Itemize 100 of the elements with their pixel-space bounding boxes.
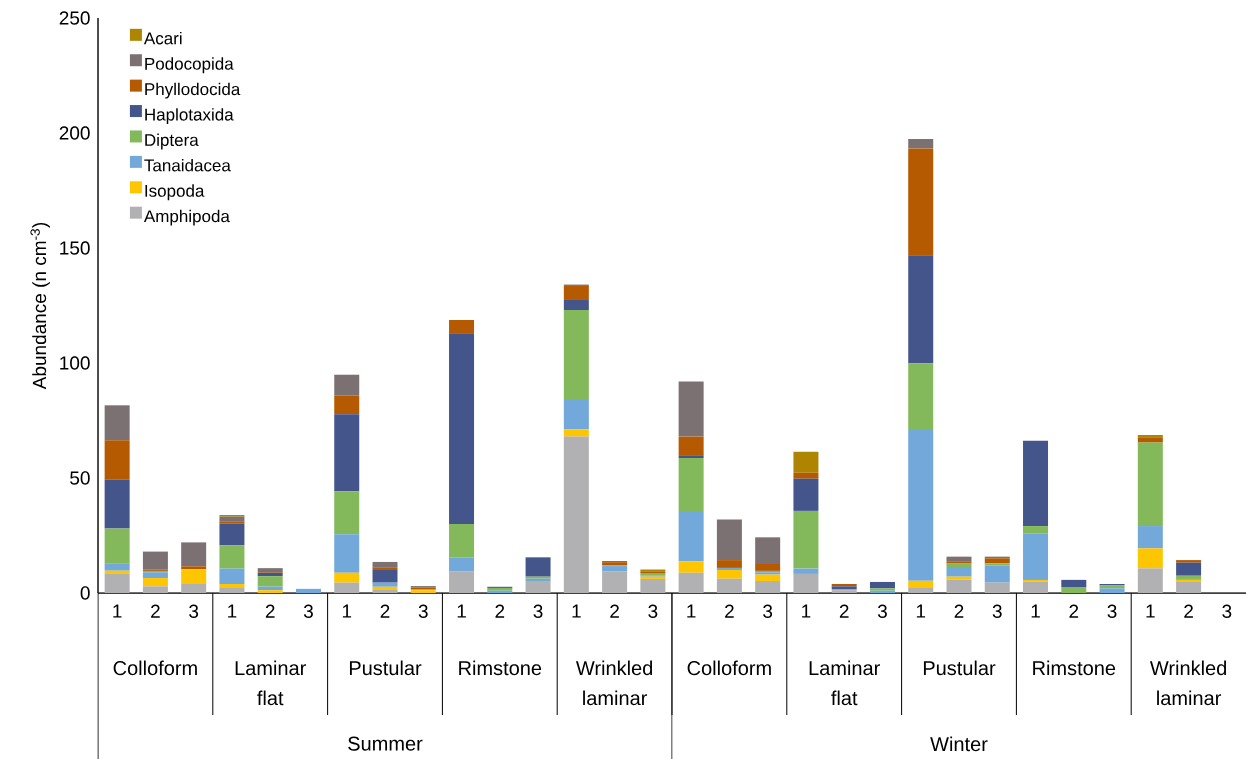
bar: [104, 570, 130, 574]
bar: [908, 587, 934, 593]
text: Pustular: [923, 660, 996, 676]
bar: [678, 572, 704, 593]
bar: [1061, 579, 1087, 588]
y-tick-label: 250: [59, 11, 90, 25]
x-tick-label: 2: [495, 604, 505, 618]
bar: [257, 568, 283, 573]
bar: [563, 299, 589, 311]
bar: [449, 319, 475, 334]
bar: [1023, 526, 1049, 534]
text: Wrinkled laminar: [1149, 660, 1227, 706]
bar: [104, 563, 130, 571]
bar: [1137, 568, 1163, 593]
bar: [257, 590, 283, 593]
y-tick-label: 0: [80, 586, 90, 600]
bar: [602, 571, 628, 593]
bar: [946, 579, 972, 593]
text: Laminar flat: [809, 660, 880, 706]
bar: [334, 582, 360, 593]
text: Wrinkled laminar: [575, 660, 653, 706]
bar: [793, 478, 819, 511]
y-tick-label: 150: [60, 241, 90, 255]
bar: [334, 534, 360, 573]
x-tick-label: 1: [1146, 604, 1155, 618]
x-tick-label: 2: [151, 604, 160, 618]
bar: [334, 491, 360, 535]
bar: [984, 563, 1010, 566]
bar: [142, 586, 168, 593]
bar: [716, 569, 742, 579]
bar: [563, 310, 589, 401]
bar: [372, 590, 398, 593]
y-tick-label: 50: [70, 471, 90, 485]
bar: [1023, 581, 1049, 593]
bar: [946, 576, 972, 580]
bar: [181, 584, 207, 593]
bar: [678, 510, 704, 562]
bar: [793, 510, 819, 569]
bar: [372, 569, 398, 583]
x-tick-label: 2: [1184, 604, 1193, 618]
bar: [563, 436, 589, 593]
bar: [984, 558, 1010, 564]
bar: [525, 557, 551, 577]
bar: [334, 572, 360, 583]
bar: [908, 255, 934, 364]
x-tick-label: 3: [303, 604, 313, 618]
x-tick-label: 3: [1222, 604, 1232, 618]
bar: [104, 405, 130, 441]
bar: [946, 567, 972, 577]
bar: [219, 568, 245, 585]
bar: [755, 581, 781, 593]
bar: [908, 429, 934, 581]
legend-label: Haplotaxida: [145, 108, 234, 124]
bar: [1137, 526, 1163, 549]
bar: [908, 138, 934, 149]
bar: [793, 472, 819, 479]
legend-label: Podocopida: [145, 57, 234, 74]
x-tick-label: 1: [457, 604, 466, 618]
x-tick-label: 3: [533, 604, 543, 618]
bar: [869, 581, 895, 589]
bar: [678, 457, 704, 511]
bar: [1023, 440, 1049, 527]
legend-label: Diptera: [145, 133, 199, 150]
text: Colloform: [113, 660, 197, 676]
bar: [793, 573, 819, 593]
bar: [295, 588, 321, 593]
x-tick-label: 2: [954, 604, 964, 618]
x-tick-label: 3: [189, 604, 199, 618]
x-tick-label: 2: [380, 604, 390, 618]
bar: [257, 572, 283, 577]
x-tick-label: 1: [687, 604, 696, 618]
y-tick-label: 200: [59, 126, 90, 140]
x-tick-label: 2: [610, 604, 619, 618]
bar: [219, 523, 245, 546]
bar: [1099, 588, 1125, 593]
bar: [755, 537, 781, 565]
bar: [104, 528, 130, 564]
bar: [142, 578, 168, 587]
bar: [1137, 442, 1163, 527]
bar: [678, 436, 704, 456]
x-tick-label: 3: [763, 604, 773, 618]
bar: [1176, 562, 1202, 576]
bar: [563, 429, 589, 437]
bar: [602, 566, 628, 572]
bar: [372, 582, 398, 587]
x-tick-label: 2: [839, 604, 849, 618]
bar: [334, 414, 360, 492]
bar: [372, 561, 398, 568]
bar: [793, 451, 819, 473]
x-tick-label: 1: [802, 604, 811, 618]
bar: [104, 479, 130, 529]
bar: [334, 395, 360, 415]
legend-label: Phyllodocida: [145, 82, 241, 99]
x-tick-label: 1: [916, 604, 926, 618]
bar: [755, 574, 781, 582]
x-tick-label: 3: [1107, 604, 1117, 618]
x-tick-label: 2: [265, 604, 275, 618]
bar: [219, 521, 245, 524]
y-axis-title: Abundance (n cm$^{-3}$): [30, 222, 50, 390]
text: Winter: [930, 736, 988, 752]
